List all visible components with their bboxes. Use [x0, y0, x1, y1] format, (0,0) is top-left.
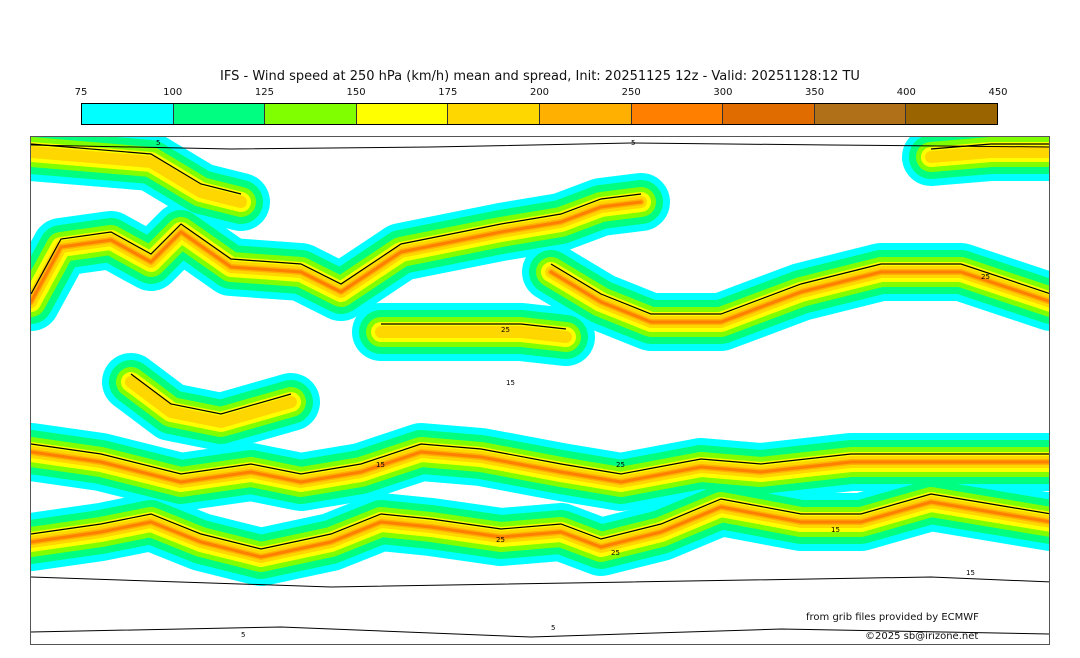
colorbar-tick-label: 75	[74, 87, 88, 98]
colorbar-tick-label: 450	[988, 87, 1008, 98]
spread-contour	[31, 143, 242, 195]
coastline	[31, 576, 1049, 588]
colorbar-swatch	[631, 104, 724, 124]
jet-stream-band	[375, 326, 572, 343]
copyright-credit: ©2025 sb@irizone.net	[865, 631, 979, 642]
jet-stream-band	[925, 146, 1049, 163]
contour-label: 5	[241, 631, 245, 639]
coastline	[31, 142, 1049, 150]
colorbar-tick-label: 125	[254, 87, 274, 98]
colorbar-swatch	[723, 104, 815, 124]
jet-stream-band	[125, 376, 297, 428]
contour-label: 25	[496, 536, 505, 544]
colorbar-swatch	[448, 104, 540, 124]
jet-stream-band	[31, 146, 247, 208]
spread-contour	[930, 143, 1049, 150]
jet-stream-band	[31, 500, 1049, 559]
colorbar-tick-label: 400	[896, 87, 916, 98]
contour-label: 15	[376, 461, 385, 469]
jet-stream-band	[549, 270, 1049, 324]
spread-contour	[381, 323, 567, 330]
colorbar-swatch	[265, 104, 357, 124]
coastline	[31, 626, 1049, 638]
contour-label: 15	[831, 526, 840, 534]
spread-contour	[31, 193, 642, 295]
contour-label: 25	[616, 461, 625, 469]
contour-label: 5	[156, 139, 160, 147]
colorbar-tick-label: 300	[713, 87, 733, 98]
contour-label: 25	[981, 273, 990, 281]
spread-contour	[31, 493, 1049, 550]
colorbar-tick-label: 150	[346, 87, 366, 98]
colorbar-tick-label: 250	[621, 87, 641, 98]
colorbar-tick-label: 100	[163, 87, 183, 98]
jet-stream-band	[31, 200, 643, 304]
map-canvas: 5 5 15 15 25 25 25 25 25 15 15 5 5	[31, 137, 1049, 639]
colorbar-tick-label: 175	[438, 87, 458, 98]
colorbar-tick-label: 350	[805, 87, 825, 98]
colorbar-swatch	[906, 104, 997, 124]
chart-title: IFS - Wind speed at 250 hPa (km/h) mean …	[220, 69, 860, 84]
contour-label: 25	[501, 326, 510, 334]
colorbar-swatch	[539, 104, 632, 124]
data-source-credit: from grib files provided by ECMWF	[806, 612, 979, 623]
colorbar-tick-label: 200	[529, 87, 550, 98]
colorbar-swatch	[173, 104, 266, 124]
colorbar-swatch	[82, 104, 174, 124]
contour-label: 15	[506, 379, 515, 387]
spread-contour	[31, 443, 1049, 475]
contour-label: 25	[611, 549, 620, 557]
colorbar-swatch	[814, 104, 907, 124]
spread-contour	[130, 373, 292, 415]
colorbar-legend	[81, 103, 998, 125]
contour-label: 15	[966, 569, 975, 577]
jet-stream-band	[31, 450, 1049, 484]
contour-label: 5	[551, 624, 555, 632]
contour-label: 5	[631, 139, 635, 147]
wind-speed-map: 5 5 15 15 25 25 25 25 25 15 15 5 5	[30, 136, 1050, 645]
spread-contour	[550, 263, 1049, 315]
colorbar-swatch	[356, 104, 449, 124]
